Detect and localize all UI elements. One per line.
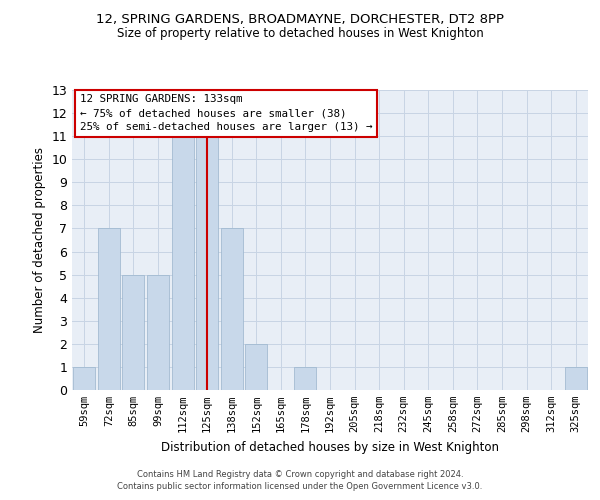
Bar xyxy=(147,274,169,390)
X-axis label: Distribution of detached houses by size in West Knighton: Distribution of detached houses by size … xyxy=(161,440,499,454)
Bar xyxy=(196,136,218,390)
Y-axis label: Number of detached properties: Number of detached properties xyxy=(33,147,46,333)
Text: Size of property relative to detached houses in West Knighton: Size of property relative to detached ho… xyxy=(116,28,484,40)
Bar xyxy=(295,367,316,390)
Bar xyxy=(73,367,95,390)
Text: Contains public sector information licensed under the Open Government Licence v3: Contains public sector information licen… xyxy=(118,482,482,491)
Text: 12 SPRING GARDENS: 133sqm
← 75% of detached houses are smaller (38)
25% of semi-: 12 SPRING GARDENS: 133sqm ← 75% of detac… xyxy=(80,94,372,132)
Bar xyxy=(245,344,268,390)
Bar xyxy=(172,136,194,390)
Bar xyxy=(122,274,145,390)
Bar xyxy=(221,228,243,390)
Bar xyxy=(565,367,587,390)
Bar xyxy=(98,228,120,390)
Text: Contains HM Land Registry data © Crown copyright and database right 2024.: Contains HM Land Registry data © Crown c… xyxy=(137,470,463,479)
Text: 12, SPRING GARDENS, BROADMAYNE, DORCHESTER, DT2 8PP: 12, SPRING GARDENS, BROADMAYNE, DORCHEST… xyxy=(96,12,504,26)
